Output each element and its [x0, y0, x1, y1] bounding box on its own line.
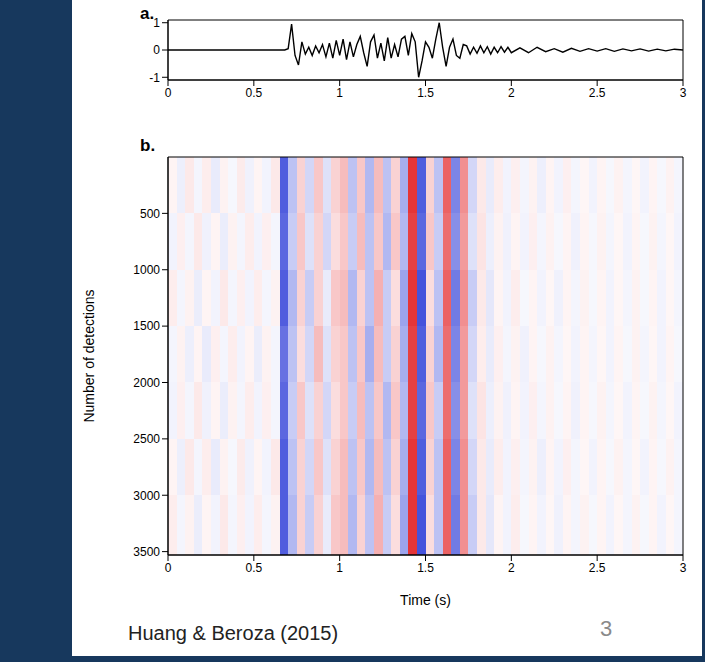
html-text:a.: a. [140, 4, 155, 23]
svg-text:3: 3 [680, 86, 687, 100]
svg-text:500: 500 [140, 207, 160, 221]
svg-text:3: 3 [680, 561, 687, 575]
svg-text:Time (s): Time (s) [400, 592, 451, 608]
svg-text:2: 2 [508, 561, 515, 575]
svg-text:2000: 2000 [133, 376, 160, 390]
svg-text:2500: 2500 [133, 432, 160, 446]
svg-text:3500: 3500 [133, 545, 160, 559]
svg-text:1: 1 [336, 86, 343, 100]
svg-text:-1: -1 [149, 71, 160, 85]
svg-text:0: 0 [165, 561, 172, 575]
svg-text:1.5: 1.5 [417, 86, 434, 100]
svg-text:3000: 3000 [133, 489, 160, 503]
svg-text:1: 1 [153, 16, 160, 30]
svg-text:2: 2 [508, 86, 515, 100]
svg-text:1.5: 1.5 [417, 561, 434, 575]
svg-text:1: 1 [336, 561, 343, 575]
html-text:3: 3 [600, 616, 613, 641]
svg-text:2.5: 2.5 [589, 561, 606, 575]
svg-text:Number of detections: Number of detections [81, 289, 97, 422]
svg-text:0.5: 0.5 [245, 86, 262, 100]
svg-text:1500: 1500 [133, 319, 160, 333]
html-text:b.: b. [140, 136, 156, 155]
svg-text:1000: 1000 [133, 263, 160, 277]
svg-text:0: 0 [165, 86, 172, 100]
html-text:Huang & Beroza (2015): Huang & Beroza (2015) [128, 622, 339, 644]
svg-text:2.5: 2.5 [589, 86, 606, 100]
svg-text:0.5: 0.5 [245, 561, 262, 575]
svg-text:0: 0 [153, 43, 160, 57]
